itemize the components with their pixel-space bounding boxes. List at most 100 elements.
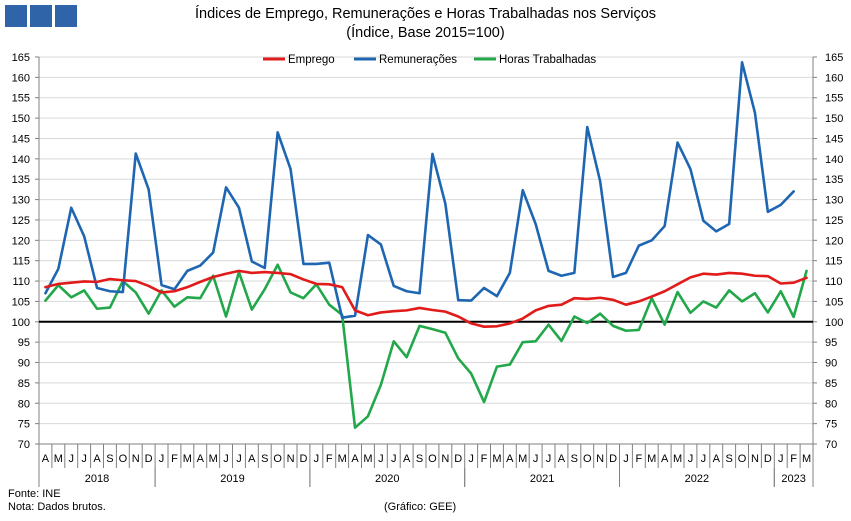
y-tick-label: 125 [12, 215, 30, 227]
x-tick-label: J [223, 453, 229, 465]
series-line-horas [44, 263, 808, 430]
y-tick-label: 135 [825, 174, 843, 186]
y-tick-label: 80 [18, 398, 30, 410]
y-tick-label: 155 [12, 93, 30, 105]
y-tick-label: 100 [825, 317, 843, 329]
x-tick-label: A [661, 453, 669, 465]
x-tick-label: J [236, 453, 242, 465]
y-tick-label: 145 [825, 133, 843, 145]
legend: Emprego Remunerações Horas Trabalhadas [263, 54, 596, 66]
year-label: 2022 [685, 473, 709, 485]
x-tick-label: D [299, 453, 307, 465]
x-tick-label: N [751, 453, 759, 465]
x-tick-label: J [546, 453, 552, 465]
legend-label-horas: Horas Trabalhadas [499, 54, 596, 66]
legend-label-emprego: Emprego [288, 54, 335, 66]
x-tick-label: M [492, 453, 501, 465]
axes [35, 56, 817, 445]
year-label: 2021 [530, 473, 554, 485]
x-tick-label: N [596, 453, 604, 465]
y-tick-label: 70 [825, 439, 837, 451]
x-tick-label: A [558, 453, 566, 465]
x-tick-label: J [391, 453, 397, 465]
chart-title: Índices de Emprego, Remunerações e Horas… [194, 6, 657, 22]
y-tick-label: 160 [825, 72, 843, 84]
y-tick-label: 115 [12, 256, 30, 268]
year-label: 2020 [375, 473, 399, 485]
y-tick-label: 120 [825, 235, 843, 247]
y-tick-label: 140 [12, 154, 30, 166]
x-tick-label: F [171, 453, 178, 465]
x-tick-label: F [790, 453, 797, 465]
y-tick-label: 115 [825, 256, 843, 268]
x-tick-label: S [725, 453, 732, 465]
y-tick-label: 70 [18, 439, 30, 451]
x-tick-label: A [403, 453, 411, 465]
y-tick-label: 130 [12, 195, 30, 207]
x-tick-label: O [119, 453, 128, 465]
x-tick-label: A [506, 453, 514, 465]
y-tick-label: 150 [825, 113, 843, 125]
y-tick-label: 145 [12, 133, 30, 145]
chart-subtitle: (Índice, Base 2015=100) [346, 25, 505, 41]
x-tick-label: M [518, 453, 527, 465]
x-tick-label: O [428, 453, 437, 465]
x-tick-label: J [314, 453, 320, 465]
x-tick-label: M [54, 453, 63, 465]
y-tick-label: 135 [12, 174, 30, 186]
y-tick-label: 75 [825, 419, 837, 431]
x-tick-label: D [609, 453, 617, 465]
x-tick-label: A [248, 453, 256, 465]
y-axis-right-labels: 70 75 80 85 90 95 100 105 110 115 120 125 130 135 140 1… [825, 52, 843, 451]
y-tick-label: 75 [18, 419, 30, 431]
x-tick-label: O [738, 453, 747, 465]
y-tick-label: 95 [18, 337, 30, 349]
x-tick-label: D [454, 453, 462, 465]
x-tick-label: A [197, 453, 205, 465]
x-tick-label: J [701, 453, 707, 465]
y-tick-label: 80 [825, 398, 837, 410]
y-tick-label: 110 [825, 276, 843, 288]
y-tick-label: 105 [825, 296, 843, 308]
y-tick-label: 90 [18, 358, 30, 370]
y-tick-label: 150 [12, 113, 30, 125]
x-tick-label: F [635, 453, 642, 465]
series-line-remuneracoes [44, 60, 795, 320]
grid-lines [39, 56, 813, 445]
x-tick-label: M [338, 453, 347, 465]
y-tick-label: 125 [825, 215, 843, 227]
series-lines [44, 60, 808, 430]
x-tick-label: J [778, 453, 784, 465]
y-tick-label: 95 [825, 337, 837, 349]
x-tick-label: D [145, 453, 153, 465]
x-tick-label: N [441, 453, 449, 465]
x-tick-label: M [363, 453, 372, 465]
y-tick-label: 110 [12, 276, 30, 288]
x-tick-label: S [261, 453, 268, 465]
x-tick-label: A [93, 453, 101, 465]
y-axis-left-labels: 70 75 80 85 90 95 100 105 110 115 120 125 130 135 140 1… [12, 52, 30, 451]
source-note: Fonte: INE [8, 488, 61, 500]
x-tick-label: O [273, 453, 282, 465]
year-label: 2023 [781, 473, 805, 485]
year-label: 2019 [220, 473, 244, 485]
credit-note: (Gráfico: GEE) [384, 501, 457, 513]
y-tick-label: 130 [825, 195, 843, 207]
x-tick-label: J [468, 453, 474, 465]
x-tick-label: S [416, 453, 423, 465]
data-note: Nota: Dados brutos. [8, 501, 106, 513]
x-tick-label: J [688, 453, 694, 465]
x-tick-label: M [673, 453, 682, 465]
logo [5, 5, 77, 27]
x-tick-label: J [69, 453, 75, 465]
x-tick-label: M [802, 453, 811, 465]
x-tick-label: S [106, 453, 113, 465]
x-tick-label: J [159, 453, 165, 465]
x-tick-label: J [533, 453, 539, 465]
y-tick-label: 120 [12, 235, 30, 247]
logo-block [5, 5, 27, 27]
x-tick-label: D [764, 453, 772, 465]
x-tick-label: O [583, 453, 592, 465]
y-tick-label: 165 [825, 52, 843, 64]
